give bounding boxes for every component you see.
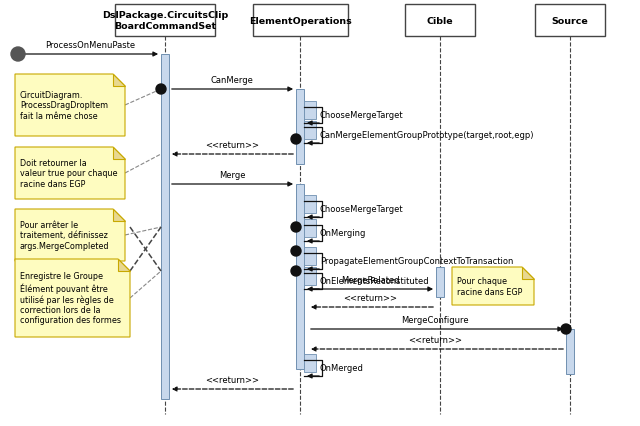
FancyBboxPatch shape bbox=[304, 248, 316, 265]
Text: MergeConfigure: MergeConfigure bbox=[401, 315, 469, 324]
Text: ChooseMergeTarget: ChooseMergeTarget bbox=[320, 111, 404, 120]
Text: <<return>>: <<return>> bbox=[205, 375, 259, 384]
Text: ChooseMergeTarget: ChooseMergeTarget bbox=[320, 205, 404, 214]
FancyBboxPatch shape bbox=[304, 354, 316, 372]
FancyBboxPatch shape bbox=[566, 329, 574, 374]
Text: Pour arrêter le
traitement, définissez
args.MergeCompleted: Pour arrêter le traitement, définissez a… bbox=[20, 221, 109, 250]
FancyBboxPatch shape bbox=[535, 5, 605, 37]
Circle shape bbox=[291, 246, 301, 256]
Polygon shape bbox=[452, 268, 534, 305]
Polygon shape bbox=[15, 210, 125, 262]
Text: ElementOperations: ElementOperations bbox=[248, 17, 351, 26]
Polygon shape bbox=[113, 148, 125, 160]
Text: Doit retourner la
valeur true pour chaque
racine dans EGP: Doit retourner la valeur true pour chaqu… bbox=[20, 159, 118, 188]
Circle shape bbox=[156, 85, 166, 95]
FancyBboxPatch shape bbox=[115, 5, 215, 37]
FancyBboxPatch shape bbox=[304, 102, 316, 120]
FancyBboxPatch shape bbox=[296, 90, 304, 164]
Circle shape bbox=[291, 222, 301, 233]
FancyBboxPatch shape bbox=[253, 5, 348, 37]
FancyBboxPatch shape bbox=[304, 268, 316, 285]
Text: CanMerge: CanMerge bbox=[211, 76, 253, 85]
Text: Cible: Cible bbox=[427, 17, 453, 26]
Polygon shape bbox=[15, 75, 125, 137]
Text: <<return>>: <<return>> bbox=[205, 141, 259, 150]
Text: MergeRelated: MergeRelated bbox=[340, 275, 399, 284]
Text: OnMerging: OnMerging bbox=[320, 229, 366, 238]
Polygon shape bbox=[522, 268, 534, 279]
Circle shape bbox=[291, 135, 301, 145]
FancyBboxPatch shape bbox=[405, 5, 475, 37]
Text: Source: Source bbox=[552, 17, 588, 26]
FancyBboxPatch shape bbox=[304, 122, 316, 140]
Text: Merge: Merge bbox=[219, 170, 245, 180]
Text: OnElementsReconstituted: OnElementsReconstituted bbox=[320, 277, 429, 286]
Polygon shape bbox=[113, 75, 125, 87]
Text: OnMerged: OnMerged bbox=[320, 364, 364, 373]
Text: <<return>>: <<return>> bbox=[408, 335, 462, 344]
FancyBboxPatch shape bbox=[304, 219, 316, 237]
Text: Enregistre le Groupe
Élément pouvant être
utilisé par les règles de
correction l: Enregistre le Groupe Élément pouvant êtr… bbox=[20, 272, 121, 325]
Text: <<return>>: <<return>> bbox=[343, 294, 397, 302]
Polygon shape bbox=[118, 259, 130, 271]
FancyBboxPatch shape bbox=[161, 55, 169, 399]
Circle shape bbox=[291, 266, 301, 276]
Circle shape bbox=[561, 324, 571, 334]
FancyBboxPatch shape bbox=[296, 184, 304, 369]
Text: DslPackage.CircuitsClip
BoardCommandSet: DslPackage.CircuitsClip BoardCommandSet bbox=[102, 11, 228, 31]
Text: ProcessOnMenuPaste: ProcessOnMenuPaste bbox=[45, 41, 135, 50]
Text: PropagateElementGroupContextToTransaction: PropagateElementGroupContextToTransactio… bbox=[320, 257, 513, 266]
Polygon shape bbox=[113, 210, 125, 222]
Text: CanMergeElementGroupPrototype(target,root,egp): CanMergeElementGroupPrototype(target,roo… bbox=[320, 131, 534, 140]
Circle shape bbox=[11, 48, 25, 62]
FancyBboxPatch shape bbox=[436, 268, 444, 297]
Polygon shape bbox=[15, 148, 125, 199]
Text: Pour chaque
racine dans EGP: Pour chaque racine dans EGP bbox=[457, 276, 522, 296]
Text: CircuitDiagram.
ProcessDragDropItem
fait la même chose: CircuitDiagram. ProcessDragDropItem fait… bbox=[20, 91, 108, 121]
Polygon shape bbox=[15, 259, 130, 337]
FancyBboxPatch shape bbox=[304, 196, 316, 213]
